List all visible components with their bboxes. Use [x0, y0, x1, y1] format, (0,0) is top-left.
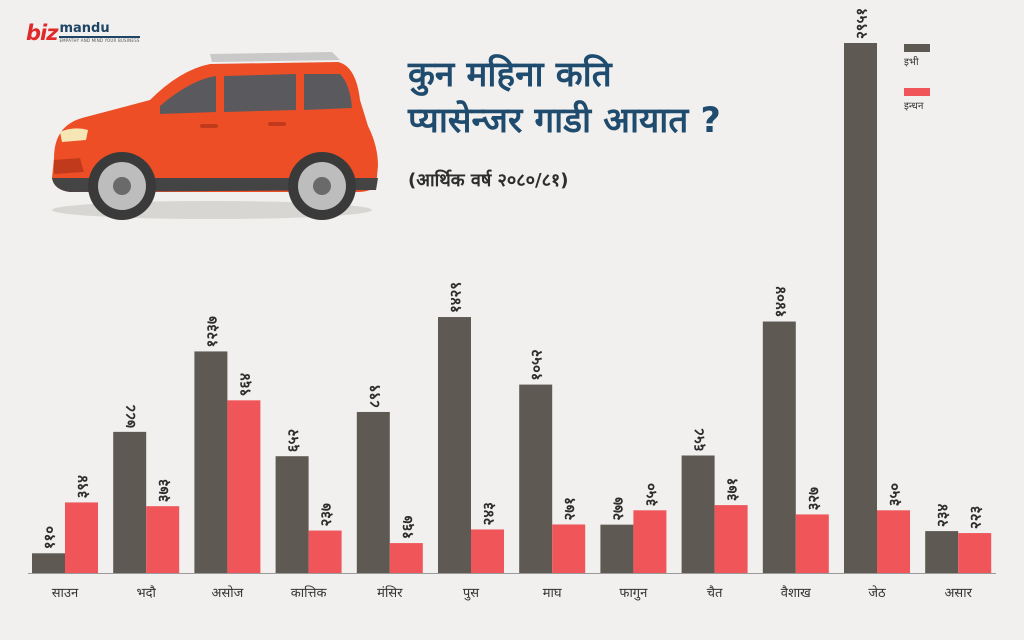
data-label-ev-5: १४२९ — [447, 282, 465, 313]
bar-ev-2 — [194, 351, 228, 573]
bar-ev-6 — [519, 384, 553, 573]
data-label-ev-0: ११० — [41, 526, 59, 550]
brand-logo: biz mandu EMPATHY AND MIND YOUR BUSINESS — [26, 22, 140, 44]
bar-ev-7 — [600, 524, 634, 573]
bar-ev-8 — [681, 455, 715, 573]
category-label-1: भदौ — [136, 585, 156, 601]
bar-ev-11 — [925, 531, 959, 573]
data-label-ev-8: ६५८ — [690, 428, 708, 452]
category-label-4: मंसिर — [377, 585, 403, 601]
category-label-3: कात्तिक — [291, 585, 328, 601]
category-label-0: साउन — [52, 586, 79, 601]
legend-ev-label: इभी — [904, 57, 919, 68]
category-label-6: माघ — [543, 586, 562, 601]
category-label-7: फागुन — [619, 586, 648, 601]
legend-fuel-label: इन्धन — [904, 101, 924, 112]
data-label-fuel-8: ३७१ — [723, 478, 741, 501]
bar-fuel-9 — [795, 514, 829, 573]
title-line-1: कुन महिना कति — [408, 55, 612, 95]
data-label-fuel-1: ३७३ — [155, 479, 173, 502]
logo-biz-text: biz — [26, 21, 58, 45]
data-label-fuel-10: ३५० — [886, 483, 904, 507]
data-label-fuel-6: २७१ — [561, 497, 579, 520]
legend-ev-swatch — [904, 44, 930, 52]
bar-ev-5 — [438, 317, 471, 573]
data-label-fuel-4: १६७ — [398, 515, 416, 539]
bar-fuel-0 — [65, 502, 98, 573]
bar-fuel-10 — [877, 510, 910, 573]
bar-fuel-11 — [958, 533, 992, 573]
category-label-5: पुस — [463, 586, 479, 601]
bar-fuel-4 — [389, 543, 423, 573]
data-label-ev-9: १४०४ — [771, 286, 789, 317]
data-label-ev-11: २३४ — [934, 503, 952, 527]
logo-mandu-text: mandu — [59, 22, 140, 38]
bar-fuel-8 — [714, 505, 748, 573]
bar-fuel-5 — [471, 529, 504, 573]
bar-fuel-3 — [308, 530, 342, 573]
bar-fuel-1 — [146, 506, 180, 573]
bar-ev-9 — [762, 321, 796, 573]
data-label-fuel-5: २४३ — [480, 502, 498, 525]
data-label-ev-3: ६५२ — [284, 429, 302, 452]
bar-ev-0 — [32, 553, 65, 573]
chart-title: कुन महिना कति प्यासेन्जर गाडी आयात ? — [408, 52, 721, 144]
data-label-ev-4: ८९९ — [365, 385, 383, 408]
bar-fuel-6 — [552, 524, 586, 573]
data-label-fuel-2: ९६४ — [236, 373, 254, 397]
title-line-2: प्यासेन्जर गाडी आयात ? — [408, 101, 721, 141]
suv-car-illustration — [52, 52, 378, 220]
category-label-8: चैत — [707, 585, 723, 601]
data-label-ev-2: १२३७ — [203, 316, 221, 347]
bar-ev-4 — [356, 411, 390, 573]
data-label-ev-6: १०५२ — [528, 349, 546, 380]
chart-subtitle: (आर्थिक वर्ष २०८०/८१) — [408, 170, 569, 191]
data-label-fuel-9: ३२७ — [804, 487, 822, 511]
data-label-ev-1: ७८८ — [122, 404, 140, 428]
category-label-11: असार — [944, 586, 972, 601]
logo-tagline: EMPATHY AND MIND YOUR BUSINESS — [59, 38, 140, 43]
data-label-fuel-0: ३९४ — [74, 475, 92, 499]
bar-ev-1 — [113, 431, 147, 573]
data-label-fuel-11: २२३ — [967, 506, 985, 529]
legend-fuel: इन्धन — [904, 88, 930, 112]
category-label-9: वैशाख — [781, 585, 811, 601]
category-label-2: असोज — [212, 585, 244, 601]
legend-fuel-swatch — [904, 88, 930, 96]
bar-fuel-2 — [227, 400, 261, 573]
data-label-fuel-7: ३५० — [642, 483, 660, 507]
data-label-ev-7: २७७ — [609, 497, 627, 521]
category-label-10: जेठ — [868, 585, 886, 601]
data-label-fuel-3: २३७ — [317, 503, 335, 527]
bar-ev-10 — [844, 43, 877, 573]
bar-fuel-7 — [633, 510, 667, 573]
bar-ev-3 — [275, 456, 309, 573]
data-label-ev-10: २९५१ — [853, 8, 871, 39]
legend-ev: इभी — [904, 44, 930, 68]
